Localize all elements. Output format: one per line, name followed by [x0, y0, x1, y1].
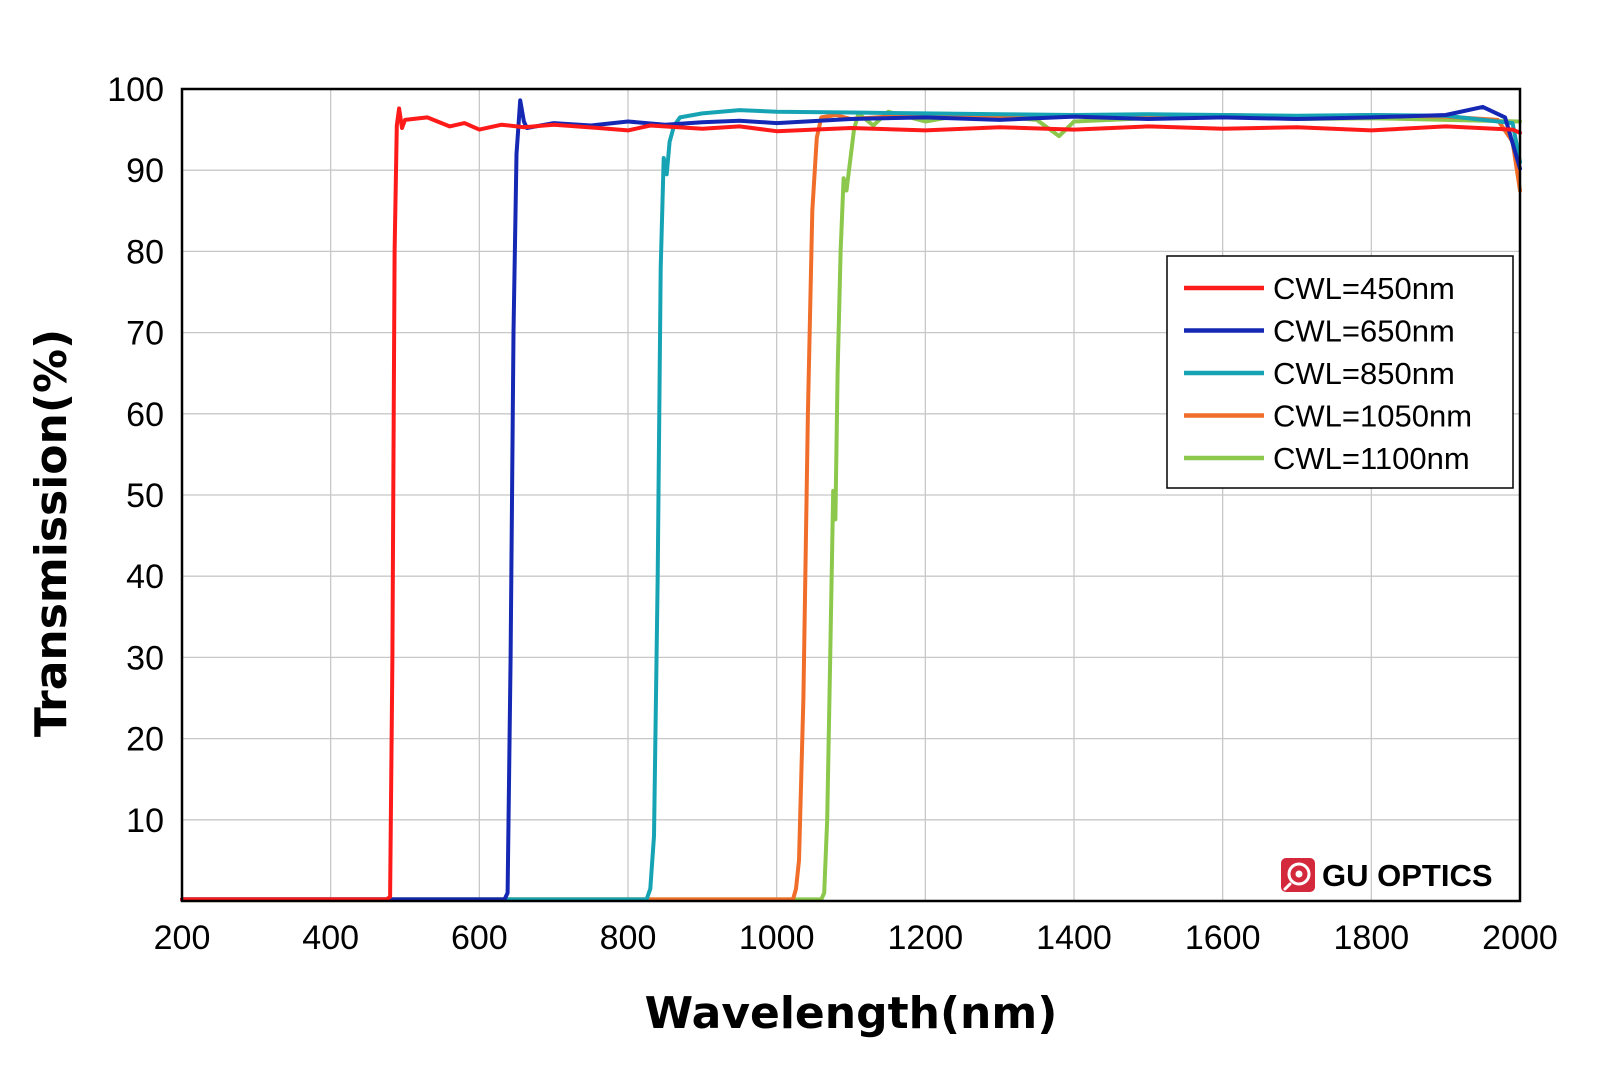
x-axis-title: Wavelength(nm) — [645, 988, 1058, 1039]
x-axis-ticks: 200 400 600 800 1000 1200 1400 1600 1800 2000 — [154, 919, 1558, 957]
legend-items: CWL=450nm CWL=650nm CWL=850nm CWL=1050nm CWL… — [1184, 271, 1472, 476]
brand-logo: GU OPTICS — [1281, 858, 1493, 893]
x-tick-label: 200 — [154, 919, 211, 957]
x-tick-label: 1600 — [1185, 919, 1261, 957]
x-tick-label: 400 — [302, 919, 359, 957]
gu-optics-logo-icon — [1281, 858, 1315, 892]
y-tick-label: 10 — [126, 802, 164, 840]
legend-label: CWL=650nm — [1273, 314, 1455, 349]
x-tick-label: 1000 — [739, 919, 815, 957]
legend-label: CWL=850nm — [1273, 356, 1455, 391]
legend-label: CWL=450nm — [1273, 271, 1455, 306]
y-axis-ticks: 10 20 30 40 50 60 70 80 90 100 — [107, 71, 164, 840]
series-line-cwl-1100nm — [180, 109, 1522, 902]
y-tick-label: 70 — [126, 315, 164, 353]
y-axis-title: Transmission(%) — [26, 329, 77, 737]
y-tick-label: 40 — [126, 558, 164, 596]
plot-area-frame — [180, 87, 1522, 903]
x-tick-label: 1200 — [888, 919, 964, 957]
grid-lines — [181, 88, 1521, 901]
series-line-cwl-450nm — [180, 106, 1522, 902]
series-line-cwl-650nm — [180, 98, 1522, 902]
y-tick-label: 20 — [126, 721, 164, 759]
x-tick-label: 600 — [451, 919, 508, 957]
x-tick-label: 2000 — [1482, 919, 1558, 957]
y-tick-label: 30 — [126, 639, 164, 677]
y-tick-label: 80 — [126, 233, 164, 271]
y-tick-label: 50 — [126, 477, 164, 515]
y-tick-label: 90 — [126, 152, 164, 190]
series-line-cwl-850nm — [180, 108, 1522, 902]
legend-label: CWL=1050nm — [1273, 399, 1472, 434]
x-tick-label: 800 — [600, 919, 657, 957]
x-tick-label: 1800 — [1334, 919, 1410, 957]
series-line-cwl-1050nm — [180, 113, 1522, 902]
y-tick-label: 60 — [126, 396, 164, 434]
x-tick-label: 1400 — [1036, 919, 1112, 957]
legend-label: CWL=1100nm — [1273, 441, 1470, 476]
brand-name: GU OPTICS — [1322, 858, 1493, 893]
series-lines — [180, 98, 1522, 902]
y-tick-label: 100 — [107, 71, 164, 109]
legend: CWL=450nm CWL=650nm CWL=850nm CWL=1050nm CWL… — [1166, 255, 1514, 489]
